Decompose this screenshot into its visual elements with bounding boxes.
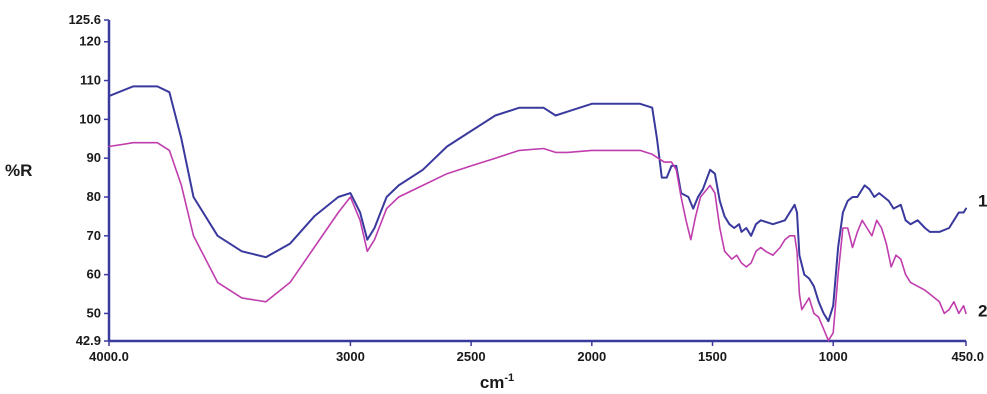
y-tick-label: 70 — [87, 228, 101, 243]
y-axis-ticks: 125.6 120 110 100 90 80 70 60 50 42.9 — [68, 12, 109, 348]
y-axis-title: %R — [5, 161, 32, 180]
x-axis-title-superscript: -1 — [504, 372, 514, 384]
series-layer — [108, 85, 967, 342]
y-tick-label: 110 — [80, 73, 101, 88]
y-tick-label: 60 — [87, 267, 101, 282]
series-2-line — [108, 141, 967, 342]
y-tick-label: 50 — [87, 305, 101, 320]
x-tick-label: 1000 — [819, 349, 848, 364]
series-2-label: 2 — [978, 301, 987, 320]
x-tick-label: 2000 — [577, 349, 606, 364]
x-tick-label: 2500 — [457, 349, 486, 364]
y-tick-label: 42.9 — [76, 333, 101, 348]
y-tick-label: 125.6 — [68, 12, 101, 27]
x-axis-title-text: cm — [480, 373, 505, 392]
x-tick-label: 4000.0 — [89, 349, 129, 364]
series-1-label: 1 — [978, 192, 987, 211]
x-axis-ticks: 4000.0 3000 2500 2000 1500 1000 450.0 — [89, 341, 984, 364]
x-tick-label: 3000 — [336, 349, 365, 364]
x-tick-label: 1500 — [698, 349, 727, 364]
y-tick-label: 120 — [79, 34, 101, 49]
x-axis-title: cm-1 — [480, 372, 514, 392]
y-tick-label: 80 — [87, 189, 101, 204]
x-tick-label: 450.0 — [951, 349, 984, 364]
series-1-line — [108, 85, 967, 323]
plot-area: 125.6 120 110 100 90 80 70 60 50 42.9 4000.0 3000 2… — [68, 12, 987, 364]
y-tick-label: 100 — [79, 111, 101, 126]
series-labels: 12 — [978, 192, 987, 321]
y-tick-label: 90 — [87, 150, 101, 165]
